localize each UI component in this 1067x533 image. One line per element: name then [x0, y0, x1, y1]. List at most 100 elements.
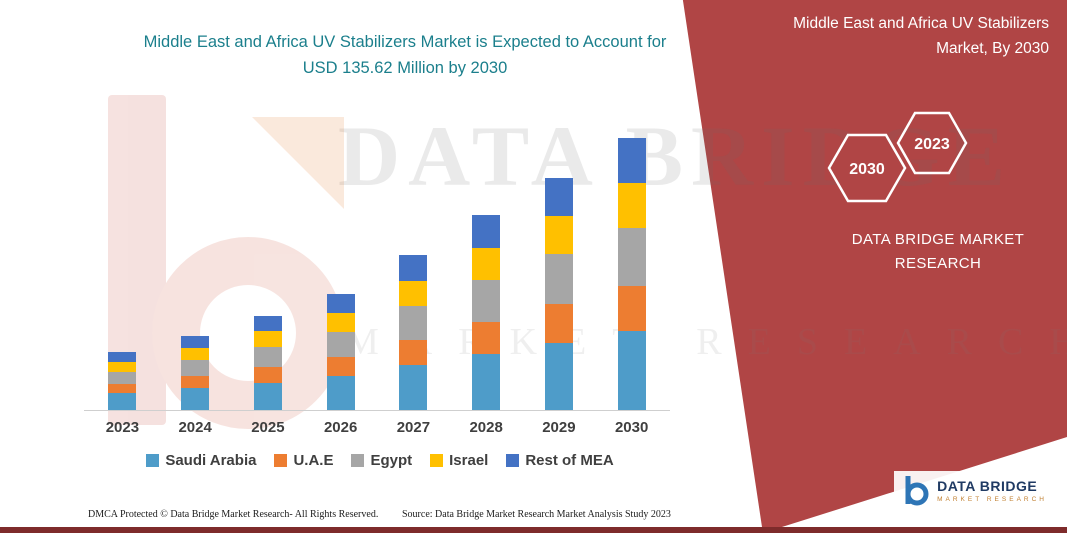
bar-segment: [617, 138, 646, 183]
legend-label: Rest of MEA: [525, 452, 614, 469]
logo-subtitle: MARKET RESEARCH: [937, 495, 1047, 503]
x-tick-label: 2027: [396, 419, 431, 436]
bar-segment: [544, 216, 573, 255]
bottom-accent-bar: [0, 527, 1067, 533]
legend-label: Saudi Arabia: [165, 452, 257, 469]
hexagon-2030-label: 2030: [849, 161, 885, 178]
bar-segment: [181, 335, 210, 348]
bar-segment: [472, 321, 501, 354]
footer-source: Source: Data Bridge Market Research Mark…: [402, 509, 671, 520]
bar-segment: [399, 255, 428, 281]
bar-segment: [617, 227, 646, 287]
stacked-bar-2027: [399, 255, 428, 410]
bar-segment: [399, 339, 428, 366]
bar-segment: [472, 247, 501, 280]
x-tick-label: 2030: [614, 419, 649, 436]
bar-segment: [253, 367, 282, 383]
x-tick-label: 2023: [105, 419, 140, 436]
year-hexagons: 2023 2030: [827, 111, 968, 203]
stacked-bar-2029: [544, 177, 573, 410]
bar-column: [377, 255, 450, 410]
watermark-text-line2: MARKET RESEARCH: [345, 321, 1067, 363]
legend-item: Egypt: [351, 452, 412, 469]
x-tick-label: 2025: [251, 419, 285, 436]
stacked-bar-2026: [326, 293, 355, 410]
bar-segment: [326, 332, 355, 358]
bar-column: [595, 138, 668, 410]
bar-segment: [326, 357, 355, 377]
legend-label: U.A.E: [293, 452, 334, 469]
bar-segment: [472, 279, 501, 322]
bar-segment: [399, 365, 428, 410]
bar-segment: [472, 215, 501, 248]
bars: [86, 118, 668, 410]
bar-segment: [181, 360, 210, 377]
stacked-bar-2030: [617, 138, 646, 410]
bar-segment: [399, 306, 428, 340]
legend-swatch: [430, 454, 444, 467]
hexagon-2023-label: 2023: [914, 136, 950, 153]
x-tick-label: 2029: [542, 419, 576, 436]
bar-segment: [544, 254, 573, 305]
stacked-bar-2028: [472, 215, 501, 410]
bar-segment: [108, 393, 137, 410]
bar-segment: [326, 293, 355, 313]
bar-segment: [181, 376, 210, 389]
bar-column: [232, 315, 305, 410]
stacked-bar-2024: [181, 335, 210, 410]
x-tick-label: 2026: [323, 419, 358, 436]
legend-item: Saudi Arabia: [146, 452, 256, 469]
bar-column: [304, 293, 377, 410]
x-tick-label: 2028: [469, 419, 503, 436]
x-labels: 2023 2024 2025 2026 2027 2028 2029 2030: [86, 419, 668, 436]
bar-column: [159, 335, 232, 410]
bar-segment: [617, 182, 646, 228]
bar-segment: [326, 376, 355, 410]
legend: Saudi Arabia U.A.E Egypt Israel Rest of MEA: [60, 452, 700, 469]
bar-segment: [108, 362, 137, 372]
bar-segment: [326, 312, 355, 333]
legend-swatch: [351, 454, 365, 467]
logo-text: DATA BRIDGE MARKET RESEARCH: [937, 478, 1047, 503]
bar-column: [86, 352, 159, 410]
x-axis-line: [84, 410, 670, 411]
bar-segment: [253, 315, 282, 332]
stacked-bar-2023: [108, 352, 137, 410]
hexagon-2023: [896, 111, 968, 175]
hexagon-2030: [827, 133, 907, 203]
x-tick-label: 2024: [178, 419, 212, 436]
bar-segment: [108, 352, 137, 363]
chart-title: Middle East and Africa UV Stabilizers Ma…: [143, 33, 667, 77]
stacked-bar-2025: [253, 315, 282, 410]
bar-segment: [253, 331, 282, 347]
bar-segment: [617, 286, 646, 332]
company-logo: DATA BRIDGE MARKET RESEARCH: [894, 471, 1053, 509]
bar-segment: [108, 371, 137, 384]
bar-segment: [544, 177, 573, 217]
legend-item: Israel: [430, 452, 488, 469]
panel-title: Middle East and Africa UV Stabilizers Ma…: [793, 15, 1049, 57]
bar-segment: [544, 342, 573, 410]
legend-swatch: [146, 454, 160, 467]
bar-segment: [544, 304, 573, 343]
bar-segment: [617, 331, 646, 410]
bar-segment: [181, 388, 210, 410]
bar-column: [450, 215, 523, 410]
footer-copyright: DMCA Protected © Data Bridge Market Rese…: [88, 509, 379, 520]
legend-swatch: [274, 454, 288, 467]
bar-segment: [253, 346, 282, 368]
bar-segment: [253, 382, 282, 410]
legend-item: U.A.E: [274, 452, 333, 469]
bar-segment: [472, 353, 501, 410]
bar-segment: [399, 280, 428, 307]
bar-column: [523, 177, 596, 410]
brand-name-text: DATA BRIDGE MARKET RESEARCH: [851, 231, 1025, 272]
logo-b-icon: [905, 476, 929, 506]
bar-segment: [181, 347, 210, 361]
legend-label: Egypt: [370, 452, 413, 469]
legend-label: Israel: [449, 452, 489, 469]
logo-name: DATA BRIDGE: [937, 477, 1038, 494]
legend-swatch: [506, 454, 520, 467]
bar-segment: [108, 383, 137, 394]
